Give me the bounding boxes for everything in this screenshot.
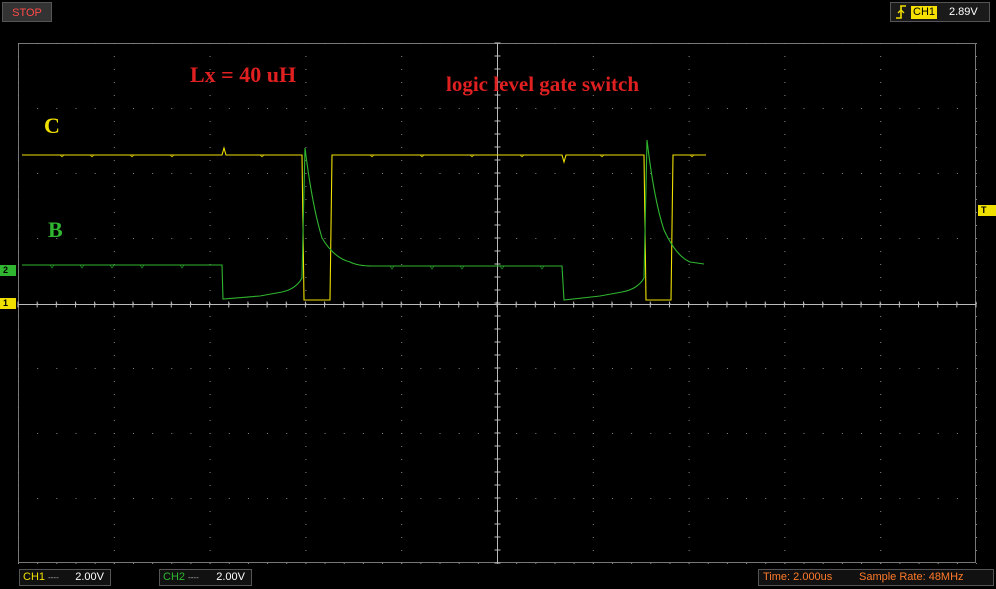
ch2-ripple xyxy=(49,264,545,270)
inductance-annotation: Lx = 40 uH xyxy=(190,62,297,87)
ch1-ground-marker[interactable]: 1 xyxy=(0,298,16,309)
top-toolbar: STOP CH1 2.89V xyxy=(0,0,996,27)
ch2-trace xyxy=(22,139,705,301)
trace-b-label: B xyxy=(48,217,63,242)
title-annotation: logic level gate switch xyxy=(446,72,640,96)
axis-ticks xyxy=(17,42,977,564)
ch2-name: CH2 xyxy=(163,571,186,583)
ch1-scale-box[interactable]: CH1 ---- 2.00V xyxy=(19,569,111,586)
ch2-scale: 2.00V xyxy=(216,571,245,583)
ch1-scale: 2.00V xyxy=(75,571,104,583)
trace-c-label: C xyxy=(44,113,60,138)
trigger-level: 2.89V xyxy=(949,6,978,18)
trigger-level-marker[interactable]: T xyxy=(978,205,996,216)
ch2-scale-box[interactable]: CH2 ---- 2.00V xyxy=(159,569,252,586)
ch1-name: CH1 xyxy=(23,571,46,583)
status-bar: CH1 ---- 2.00V CH2 ---- 2.00V Time: 2.00… xyxy=(0,568,996,589)
ch1-trace xyxy=(22,145,706,301)
ch2-coupling: ---- xyxy=(188,573,199,582)
ch1-ripple xyxy=(59,154,695,158)
ch2-ground-marker[interactable]: 2 xyxy=(0,265,16,276)
time-base: Time: 2.000us xyxy=(763,571,833,583)
trigger-status[interactable]: CH1 2.89V xyxy=(890,2,990,22)
rising-edge-trigger-icon xyxy=(896,5,906,19)
sample-rate: Sample Rate: 48MHz xyxy=(859,571,964,583)
timebase-box[interactable]: Time: 2.000us Sample Rate: 48MHz xyxy=(758,569,994,586)
trigger-channel: CH1 xyxy=(911,6,938,19)
ch1-coupling: ---- xyxy=(48,573,59,582)
stop-button[interactable]: STOP xyxy=(2,2,52,22)
